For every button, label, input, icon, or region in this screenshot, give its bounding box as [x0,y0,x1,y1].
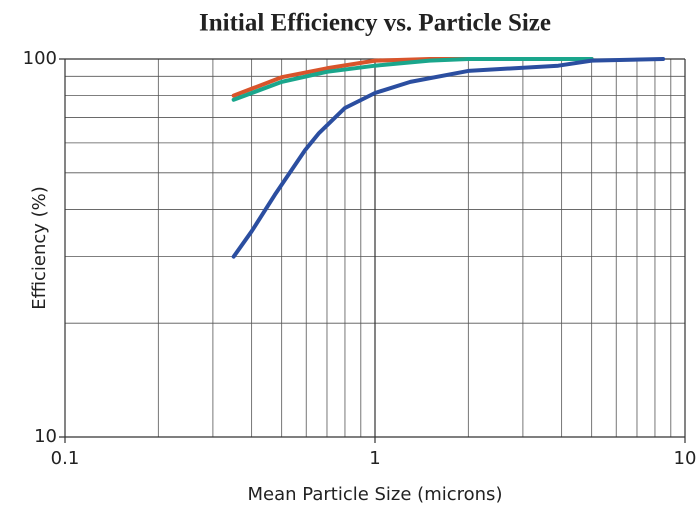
x-tick-label: 1 [369,448,380,469]
series-line [231,57,666,259]
chart-title: Initial Efficiency vs. Particle Size [199,10,551,37]
y-axis-label: Efficiency (%) [29,186,50,310]
x-tick-label: 0.1 [51,448,80,469]
x-axis-label: Mean Particle Size (microns) [248,484,503,505]
y-tick-label: 10 [34,426,57,447]
x-tick-label: 10 [674,448,697,469]
series-line [231,57,594,98]
y-tick-label: 100 [23,48,57,69]
series-line [231,57,594,102]
